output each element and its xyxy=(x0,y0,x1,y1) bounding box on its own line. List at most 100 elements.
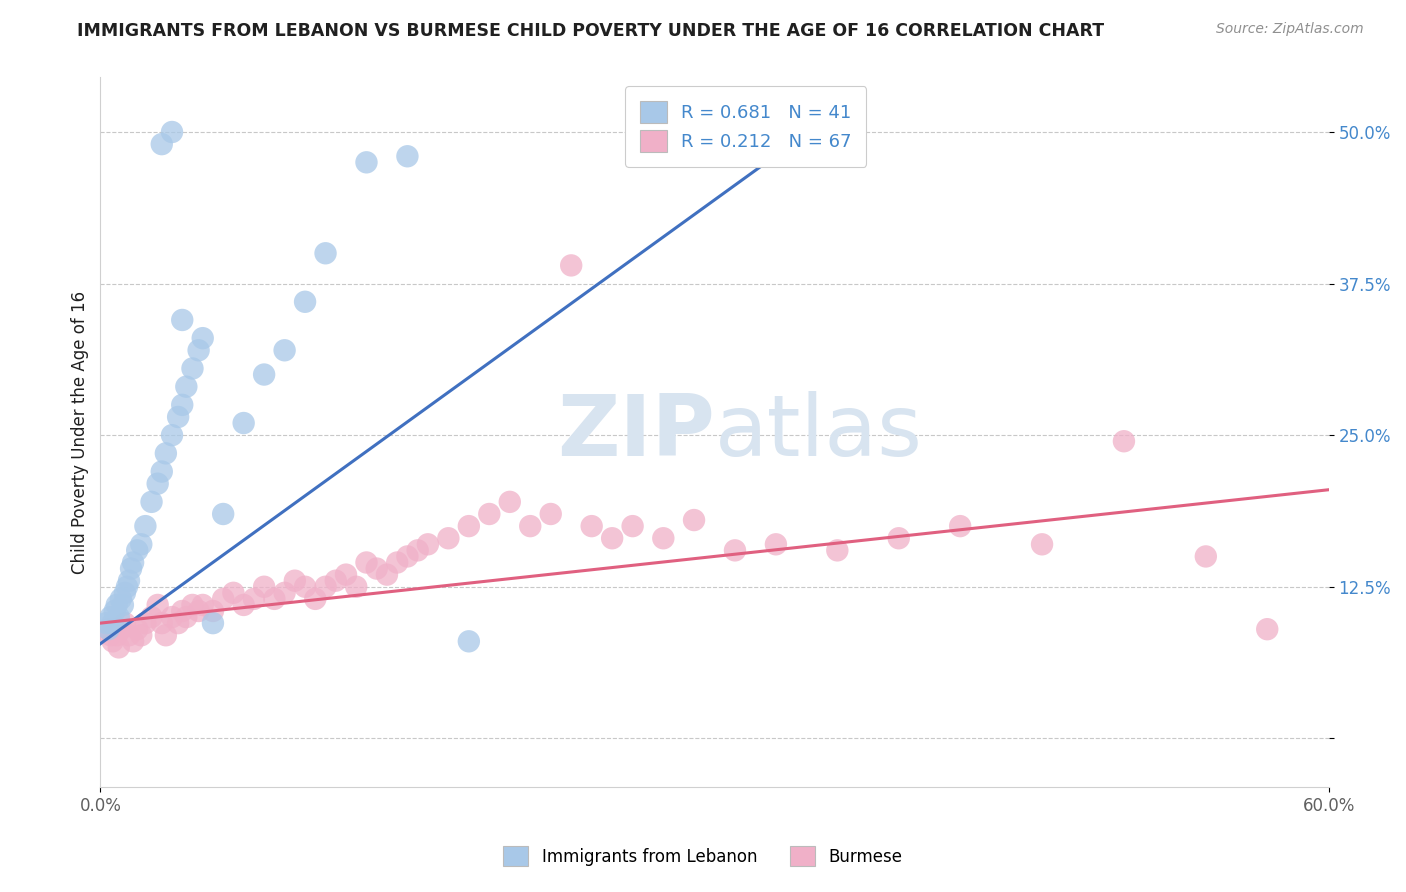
Point xyxy=(110,591,132,606)
Point xyxy=(499,495,522,509)
Point xyxy=(167,409,190,424)
Point xyxy=(600,531,623,545)
Point xyxy=(284,574,307,588)
Point xyxy=(146,476,169,491)
Point xyxy=(129,537,152,551)
Y-axis label: Child Poverty Under the Age of 16: Child Poverty Under the Age of 16 xyxy=(72,291,89,574)
Point xyxy=(406,543,429,558)
Point xyxy=(325,574,347,588)
Point xyxy=(416,537,439,551)
Point xyxy=(827,543,849,558)
Point xyxy=(253,368,276,382)
Text: IMMIGRANTS FROM LEBANON VS BURMESE CHILD POVERTY UNDER THE AGE OF 16 CORRELATION: IMMIGRANTS FROM LEBANON VS BURMESE CHILD… xyxy=(77,22,1105,40)
Point xyxy=(122,634,145,648)
Point xyxy=(110,622,132,636)
Point xyxy=(191,598,214,612)
Point xyxy=(97,622,120,636)
Point xyxy=(187,604,209,618)
Point xyxy=(1195,549,1218,564)
Point xyxy=(172,604,194,618)
Point xyxy=(150,616,173,631)
Point xyxy=(304,591,326,606)
Point xyxy=(457,519,479,533)
Point xyxy=(581,519,603,533)
Point xyxy=(101,616,124,631)
Point xyxy=(100,628,122,642)
Point xyxy=(97,622,120,636)
Point xyxy=(104,622,127,636)
Point xyxy=(150,465,173,479)
Point xyxy=(146,598,169,612)
Point xyxy=(172,313,194,327)
Point xyxy=(191,331,214,345)
Point xyxy=(273,343,295,358)
Point xyxy=(114,586,136,600)
Point xyxy=(115,580,138,594)
Point xyxy=(560,259,582,273)
Point xyxy=(344,580,367,594)
Point xyxy=(176,610,198,624)
Legend: Immigrants from Lebanon, Burmese: Immigrants from Lebanon, Burmese xyxy=(495,838,911,875)
Point xyxy=(120,561,142,575)
Point xyxy=(107,640,129,655)
Point xyxy=(105,598,128,612)
Point xyxy=(437,531,460,545)
Point xyxy=(1112,434,1135,449)
Point xyxy=(127,622,149,636)
Point xyxy=(127,543,149,558)
Point xyxy=(212,591,235,606)
Point xyxy=(160,610,183,624)
Point xyxy=(366,561,388,575)
Point xyxy=(212,507,235,521)
Point xyxy=(167,616,190,631)
Point xyxy=(232,598,254,612)
Point xyxy=(294,580,316,594)
Point xyxy=(683,513,706,527)
Point xyxy=(396,149,419,163)
Point xyxy=(724,543,747,558)
Point xyxy=(141,610,163,624)
Point xyxy=(172,398,194,412)
Point xyxy=(232,416,254,430)
Text: atlas: atlas xyxy=(714,391,922,474)
Point xyxy=(765,537,787,551)
Point xyxy=(181,361,204,376)
Point xyxy=(1031,537,1053,551)
Point xyxy=(160,125,183,139)
Point xyxy=(129,628,152,642)
Point xyxy=(540,507,562,521)
Point xyxy=(652,531,675,545)
Point xyxy=(176,379,198,393)
Point xyxy=(141,495,163,509)
Point xyxy=(114,616,136,631)
Point xyxy=(107,610,129,624)
Point xyxy=(949,519,972,533)
Point xyxy=(253,580,276,594)
Point xyxy=(356,556,378,570)
Point xyxy=(1256,622,1278,636)
Point xyxy=(155,628,177,642)
Point xyxy=(100,610,122,624)
Point xyxy=(396,549,419,564)
Point xyxy=(519,519,541,533)
Point xyxy=(181,598,204,612)
Point xyxy=(201,604,224,618)
Point xyxy=(356,155,378,169)
Point xyxy=(478,507,501,521)
Point xyxy=(457,634,479,648)
Point xyxy=(104,604,127,618)
Text: Source: ZipAtlas.com: Source: ZipAtlas.com xyxy=(1216,22,1364,37)
Point xyxy=(122,556,145,570)
Point xyxy=(101,634,124,648)
Point xyxy=(273,586,295,600)
Legend: R = 0.681   N = 41, R = 0.212   N = 67: R = 0.681 N = 41, R = 0.212 N = 67 xyxy=(626,87,866,167)
Point xyxy=(375,567,398,582)
Point xyxy=(96,616,118,631)
Point xyxy=(105,628,128,642)
Point xyxy=(160,428,183,442)
Point xyxy=(294,294,316,309)
Point xyxy=(111,598,134,612)
Point xyxy=(150,137,173,152)
Point xyxy=(263,591,285,606)
Point xyxy=(335,567,357,582)
